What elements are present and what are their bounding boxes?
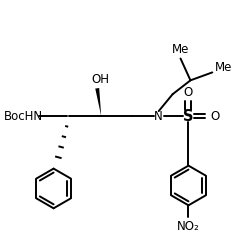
Text: S: S bbox=[183, 109, 194, 123]
Text: O: O bbox=[184, 86, 193, 99]
Text: Me: Me bbox=[215, 61, 232, 74]
Text: BocHN: BocHN bbox=[4, 110, 43, 122]
Text: N: N bbox=[154, 110, 163, 122]
Text: O: O bbox=[211, 110, 220, 122]
Polygon shape bbox=[95, 88, 101, 116]
Text: Me: Me bbox=[172, 43, 189, 56]
Text: OH: OH bbox=[91, 73, 109, 86]
Text: NO₂: NO₂ bbox=[177, 220, 200, 233]
